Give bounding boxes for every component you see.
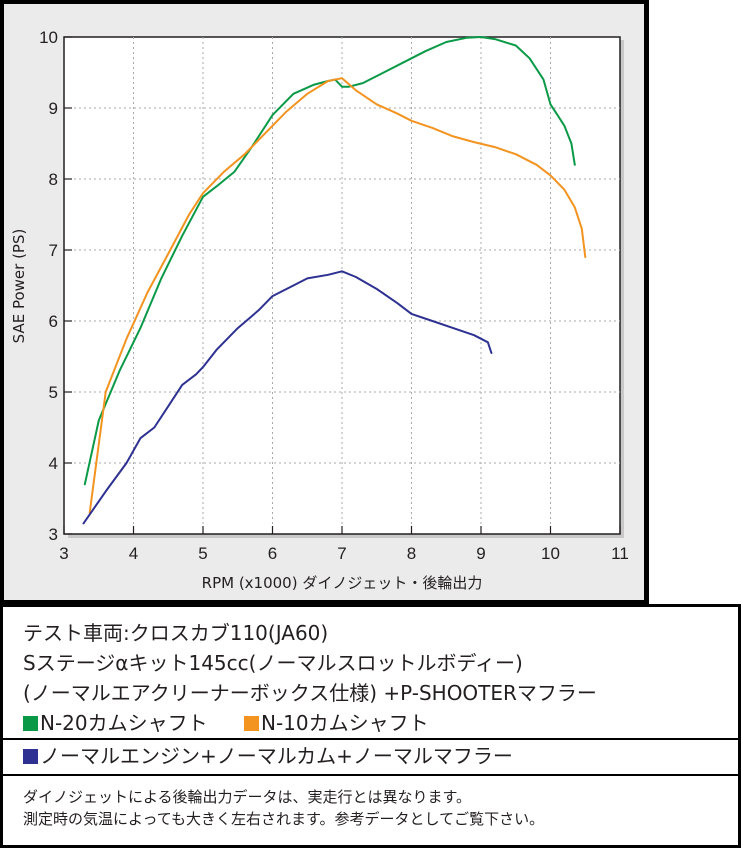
x-tick-label: 11 [611, 544, 629, 563]
legend-normal: ノーマルエンジン+ノーマルカム+ノーマルマフラー [23, 744, 513, 768]
info-box: テスト車両:クロスカブ110(JA60) Sステージαキット145cc(ノーマル… [0, 604, 741, 848]
x-tick-label: 5 [198, 544, 207, 563]
legend-label-orange: N-10カムシャフト [261, 711, 429, 735]
legend-label-green: N-20カムシャフト [40, 711, 208, 735]
plot-area [63, 36, 621, 535]
x-tick-label: 7 [337, 544, 346, 563]
legend-cams: N-20カムシャフト N-10カムシャフト [23, 711, 429, 735]
y-tick-label: 6 [49, 312, 58, 331]
y-tick-label: 3 [49, 525, 58, 544]
y-tick-label: 5 [49, 383, 58, 402]
test-vehicle-line: テスト車両:クロスカブ110(JA60) [23, 621, 329, 645]
y-tick-label: 10 [39, 28, 58, 47]
kit-line: Sステージαキット145cc(ノーマルスロットルボディー) [23, 651, 523, 675]
normal-series-line [82, 270, 493, 525]
legend-swatch-blue [23, 749, 38, 764]
x-tick-label: 6 [268, 544, 277, 563]
divider-2 [3, 774, 738, 776]
note-line-2: 測定時の気温によっても大きく左右されます。参考データとしてご覧下さい。 [23, 810, 545, 828]
spec-line: (ノーマルエアクリーナーボックス仕様) +P-SHOOTERマフラー [23, 681, 597, 705]
n20-series-line [83, 36, 576, 486]
x-tick-label: 3 [59, 544, 68, 563]
legend-label-blue: ノーマルエンジン+ノーマルカム+ノーマルマフラー [40, 744, 513, 768]
legend-swatch-green [23, 716, 38, 731]
legend-swatch-orange [244, 716, 259, 731]
y-tick-label: 7 [49, 241, 58, 260]
ticks: 3 4 5 6 7 8 9 10 11 3 4 5 6 7 8 9 10 [39, 28, 629, 563]
y-tick-label: 9 [49, 99, 58, 118]
x-tick-label: 4 [129, 544, 138, 563]
y-axis-label: SAE Power (PS) [10, 229, 28, 344]
divider-1 [3, 738, 738, 740]
x-axis-label: RPM (x1000) ダイノジェット・後輪出力 [202, 574, 483, 592]
y-tick-label: 8 [49, 170, 58, 189]
note-line-1: ダイノジェットによる後輪出力データは、実走行とは異なります。 [23, 788, 472, 806]
x-tick-label: 9 [476, 544, 485, 563]
y-tick-label: 4 [49, 454, 58, 473]
series [82, 36, 587, 525]
x-tick-label: 10 [541, 544, 560, 563]
x-tick-label: 8 [407, 544, 416, 563]
n10-series-line [88, 77, 587, 514]
power-chart: 3 4 5 6 7 8 9 10 11 3 4 5 6 7 8 9 10 RPM (x1000) ダイノジェット… [10, 28, 629, 592]
